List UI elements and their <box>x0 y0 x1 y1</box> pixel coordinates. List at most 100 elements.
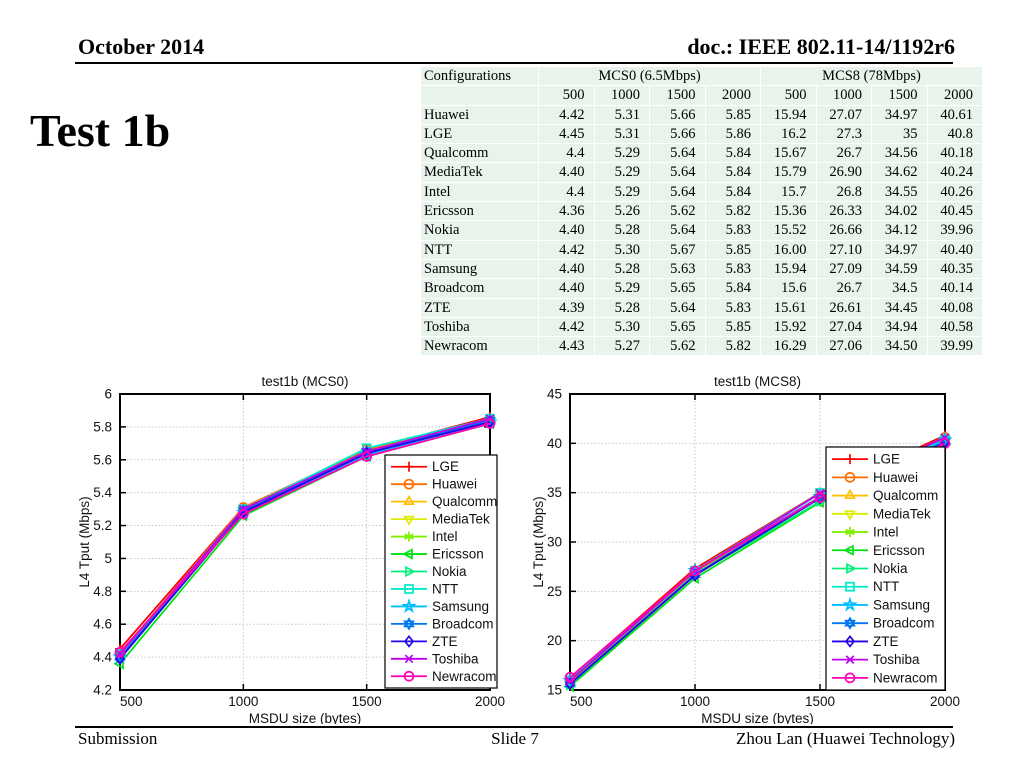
svg-text:5.6: 5.6 <box>93 452 112 467</box>
table-value: 5.27 <box>593 336 650 357</box>
svg-text:45: 45 <box>547 387 562 402</box>
table-row-ericsson: Ericsson 4.36 5.26 5.62 5.82 15.36 26.33 34.02 4… <box>420 201 984 222</box>
marker-star5 <box>401 598 417 614</box>
chart-mcs0: 500 1000 1500 2000 4.2 4.4 4.6 4.8 5 5.2 5.4 5.6 5.8… <box>77 374 505 724</box>
table-subheader-5: 1000 <box>815 85 873 106</box>
legend-item-broadcom: Broadcom <box>832 616 935 631</box>
table-value: 34.55 <box>871 181 928 203</box>
legend-label: Toshiba <box>432 651 479 666</box>
table-row-huawei: Huawei 4.42 5.31 5.66 5.85 15.94 27.07 34.97 40.… <box>420 104 984 125</box>
legend-item-intel: Intel <box>391 529 458 544</box>
table-header-row: Configurations MCS0 (6.5Mbps) MCS8 (78Mbps… <box>420 65 984 87</box>
table-value: 34.97 <box>871 104 928 125</box>
svg-text:4.4: 4.4 <box>93 650 112 665</box>
table-value: 5.84 <box>704 143 762 164</box>
table-value: 5.63 <box>649 258 706 280</box>
table-subheader-0: 500 <box>538 85 595 106</box>
page-title: Test 1b <box>30 105 171 156</box>
svg-text:30: 30 <box>547 535 562 550</box>
table-value: 27.10 <box>815 239 873 260</box>
marker-circle <box>361 451 373 462</box>
table-subheader-empty <box>420 85 539 106</box>
footer-slide-number: Slide 7 <box>491 729 539 748</box>
legend-item-newracom: Newracom <box>391 669 497 684</box>
table-value: 5.84 <box>704 181 762 203</box>
table-vendor-name: Samsung <box>420 258 539 280</box>
table-value: 5.31 <box>593 123 650 145</box>
legend-item-zte: ZTE <box>832 634 899 649</box>
table-value: 34.59 <box>871 258 928 280</box>
legend: LGE Huawei Qualcomm MediaTek Intel Ericsson No… <box>384 454 498 689</box>
table-value: 15.94 <box>760 258 817 280</box>
svg-text:1500: 1500 <box>352 694 382 709</box>
svg-text:4.8: 4.8 <box>93 584 112 599</box>
marker-x <box>404 654 414 664</box>
table-value: 5.64 <box>649 220 706 241</box>
marker-triangle-down <box>844 510 856 521</box>
table-subheader-row: 500 1000 1500 2000 500 1000 1500 2000 <box>420 85 984 106</box>
marker-circle <box>814 492 826 503</box>
table-value: 5.83 <box>704 220 762 241</box>
table-value: 5.62 <box>649 201 706 222</box>
results-table-container: Configurations MCS0 (6.5Mbps) MCS8 (78Mbps… <box>420 65 984 357</box>
legend-item-huawei: Huawei <box>832 470 918 485</box>
legend-item-toshiba: Toshiba <box>832 652 920 667</box>
table-value: 40.18 <box>926 143 984 164</box>
legend-item-toshiba: Toshiba <box>391 651 479 666</box>
table-vendor-name: Newracom <box>420 336 539 357</box>
legend-label: Broadcom <box>873 616 935 631</box>
legend-item-samsung: Samsung <box>391 598 489 614</box>
table-value: 40.08 <box>926 297 984 318</box>
table-value: 15.52 <box>760 220 817 241</box>
table-value: 34.45 <box>871 297 928 318</box>
table-group-mcs0: MCS0 (6.5Mbps) <box>537 65 762 87</box>
table-vendor-name: ZTE <box>420 297 539 318</box>
table-row-nokia: Nokia 4.40 5.28 5.64 5.83 15.52 26.66 34.12 39.9… <box>420 220 984 241</box>
svg-text:1000: 1000 <box>680 694 710 709</box>
table-value: 5.66 <box>649 104 706 125</box>
marker-triangle-down <box>403 515 415 526</box>
x-axis-label: MSDU size (bytes) <box>249 711 362 724</box>
table-value: 40.58 <box>926 316 984 338</box>
marker-circle <box>844 672 856 684</box>
footer-submission: Submission <box>78 729 158 748</box>
table-value: 4.39 <box>538 297 595 318</box>
table-value: 34.94 <box>871 316 928 338</box>
table-vendor-name: Ericsson <box>420 201 539 222</box>
table-row-samsung: Samsung 4.40 5.28 5.63 5.83 15.94 27.09 34.59 40… <box>420 258 984 280</box>
table-value: 40.26 <box>926 181 984 203</box>
legend-item-ntt: NTT <box>391 581 458 596</box>
table-value: 34.12 <box>871 220 928 241</box>
table-value: 16.29 <box>760 336 817 357</box>
table-value: 40.35 <box>926 258 984 280</box>
legend-label: ZTE <box>873 634 899 649</box>
table-value: 26.90 <box>815 162 873 183</box>
legend-label: Ericsson <box>873 543 925 558</box>
header-doc-number: doc.: IEEE 802.11-14/1192r6 <box>687 34 955 59</box>
table-row-newracom: Newracom 4.43 5.27 5.62 5.82 16.29 27.06 34.50 3… <box>420 336 984 357</box>
table-value: 27.07 <box>815 104 873 125</box>
table-value: 34.5 <box>871 278 928 299</box>
table-vendor-name: MediaTek <box>420 162 539 183</box>
table-value: 26.33 <box>815 201 873 222</box>
table-row-mediatek: MediaTek 4.40 5.29 5.64 5.84 15.79 26.90 34.62 4… <box>420 162 984 183</box>
table-value: 5.64 <box>649 143 706 164</box>
svg-text:35: 35 <box>547 485 562 500</box>
table-value: 5.83 <box>704 297 762 318</box>
svg-text:1500: 1500 <box>805 694 835 709</box>
marker-circle <box>564 671 576 683</box>
table-vendor-name: Huawei <box>420 104 539 125</box>
table-subheader-1: 1000 <box>593 85 650 106</box>
svg-text:1000: 1000 <box>228 694 258 709</box>
table-value: 15.79 <box>760 162 817 183</box>
table-value: 4.45 <box>538 123 595 145</box>
table-row-broadcom: Broadcom 4.40 5.29 5.65 5.84 15.6 26.7 34.5 40.1… <box>420 278 984 299</box>
header-date: October 2014 <box>78 34 205 59</box>
table-value: 5.82 <box>704 336 762 357</box>
table-row-zte: ZTE 4.39 5.28 5.64 5.83 15.61 26.61 34.45 40.08 <box>420 297 984 318</box>
table-value: 5.28 <box>593 258 650 280</box>
legend-item-mediatek: MediaTek <box>832 506 931 521</box>
table-value: 4.43 <box>538 336 595 357</box>
svg-text:5.4: 5.4 <box>93 485 112 500</box>
legend-item-samsung: Samsung <box>832 596 930 612</box>
